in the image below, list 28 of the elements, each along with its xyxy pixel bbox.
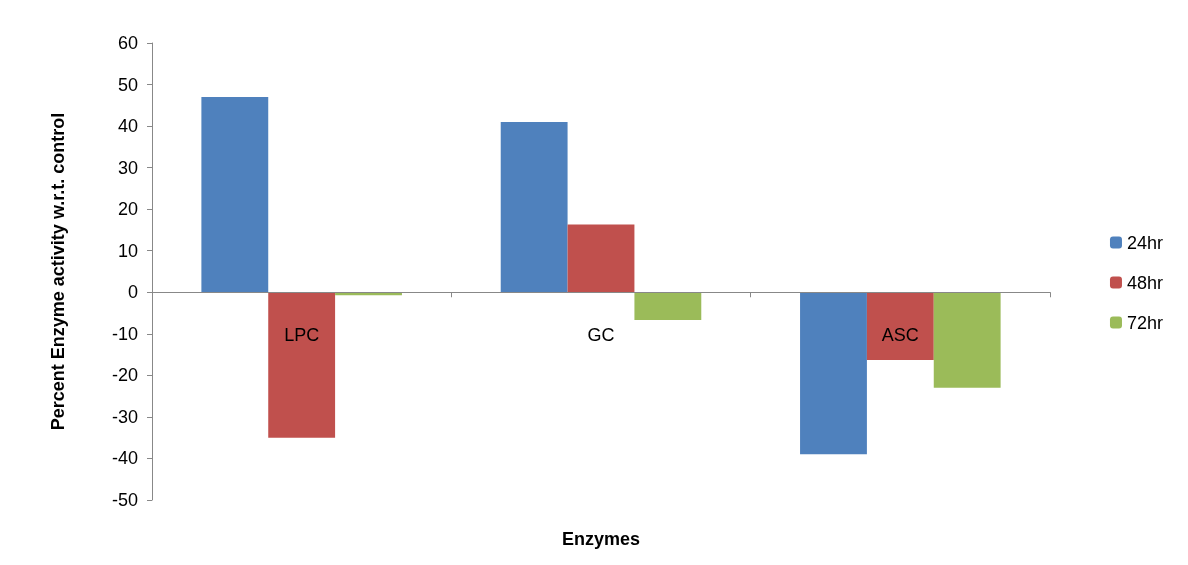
x-tick-label: GC (587, 325, 615, 346)
y-axis-title: Percent Enzyme activity w.r.t. control (48, 112, 68, 431)
y-tick-label: -40 (111, 448, 138, 469)
bar (800, 292, 867, 455)
bar (634, 292, 702, 321)
legend-label: 72hr (1126, 312, 1164, 333)
bar (933, 292, 1001, 388)
y-tick-label: 10 (117, 240, 138, 261)
bar (268, 292, 336, 438)
y-tick-label: 60 (117, 33, 138, 53)
y-tick-label: 50 (117, 74, 138, 95)
bar (500, 121, 568, 293)
y-tick-label: -10 (111, 323, 138, 344)
y-tick-label: 30 (117, 157, 138, 178)
legend-label: 48hr (1126, 272, 1164, 293)
bar (866, 292, 934, 360)
y-tick-label: -50 (111, 490, 138, 510)
y-tick-label: -30 (111, 406, 138, 427)
x-tick-label: ASC (881, 325, 919, 346)
y-tick-label: 20 (117, 199, 138, 220)
bar (201, 97, 269, 293)
y-tick-label: 0 (127, 282, 138, 303)
legend-label: 24hr (1126, 232, 1164, 253)
bar (567, 224, 635, 293)
x-tick-label: LPC (284, 325, 320, 346)
y-tick-label: -20 (111, 365, 138, 386)
y-tick-label: 40 (117, 116, 138, 137)
x-axis-title: Enzymes (561, 529, 641, 549)
